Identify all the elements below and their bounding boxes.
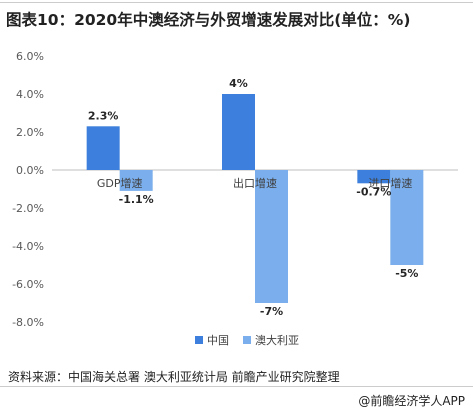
y-tick-label: -6.0% (12, 278, 44, 291)
bar (86, 126, 120, 170)
y-tick-label: 4.0% (16, 88, 44, 101)
legend-swatch (195, 336, 203, 344)
y-tick-label: 6.0% (16, 50, 44, 63)
bar-value-label: 2.3% (88, 109, 119, 122)
bar (390, 170, 424, 265)
legend-swatch (243, 336, 251, 344)
bar (357, 170, 391, 184)
bar (255, 170, 288, 303)
bar-value-label: -7% (260, 305, 283, 318)
source-note: 资料来源：中国海关总署 澳大利亚统计局 前瞻产业研究院整理 (8, 370, 340, 384)
x-category-label: 进口增速 (368, 176, 412, 190)
bars-group (86, 94, 424, 303)
legend: 中国 澳大利亚 (195, 333, 299, 347)
bar-value-label: -1.1% (119, 193, 154, 206)
bar-value-label: 4% (229, 77, 248, 90)
x-category-label: GDP增速 (97, 176, 143, 190)
legend-label: 中国 (207, 334, 229, 347)
footer-bar: @前瞻经济学人APP (0, 386, 473, 412)
y-tick-label: 0.0% (16, 164, 44, 177)
top-divider (0, 2, 473, 3)
data-labels: 2.3% -1.1% 4% -7% -0.7% -5% (88, 77, 419, 318)
y-tick-label: -2.0% (12, 202, 44, 215)
bar (119, 170, 153, 191)
y-axis: 6.0% 4.0% 2.0% 0.0% -2.0% -4.0% -6.0% -8.0% (12, 50, 44, 329)
footer-divider (0, 386, 473, 387)
y-tick-label: -8.0% (12, 316, 44, 329)
bar-value-label: -5% (395, 267, 418, 280)
x-category-label: 出口增速 (233, 176, 277, 190)
legend-label: 澳大利亚 (255, 333, 299, 347)
y-tick-label: -4.0% (12, 240, 44, 253)
bar-value-label: -0.7% (356, 185, 391, 198)
y-tick-label: 2.0% (16, 126, 44, 139)
chart-title: 图表10：2020年中澳经济与外贸增速发展对比(单位：%) (6, 11, 411, 29)
x-axis-labels: GDP增速 出口增速 进口增速 (97, 176, 412, 190)
bar (222, 94, 255, 170)
bar-chart: 6.0% 4.0% 2.0% 0.0% -2.0% -4.0% -6.0% -8.0% GDP… (12, 50, 458, 347)
brand-credit: @前瞻经济学人APP (358, 394, 465, 408)
